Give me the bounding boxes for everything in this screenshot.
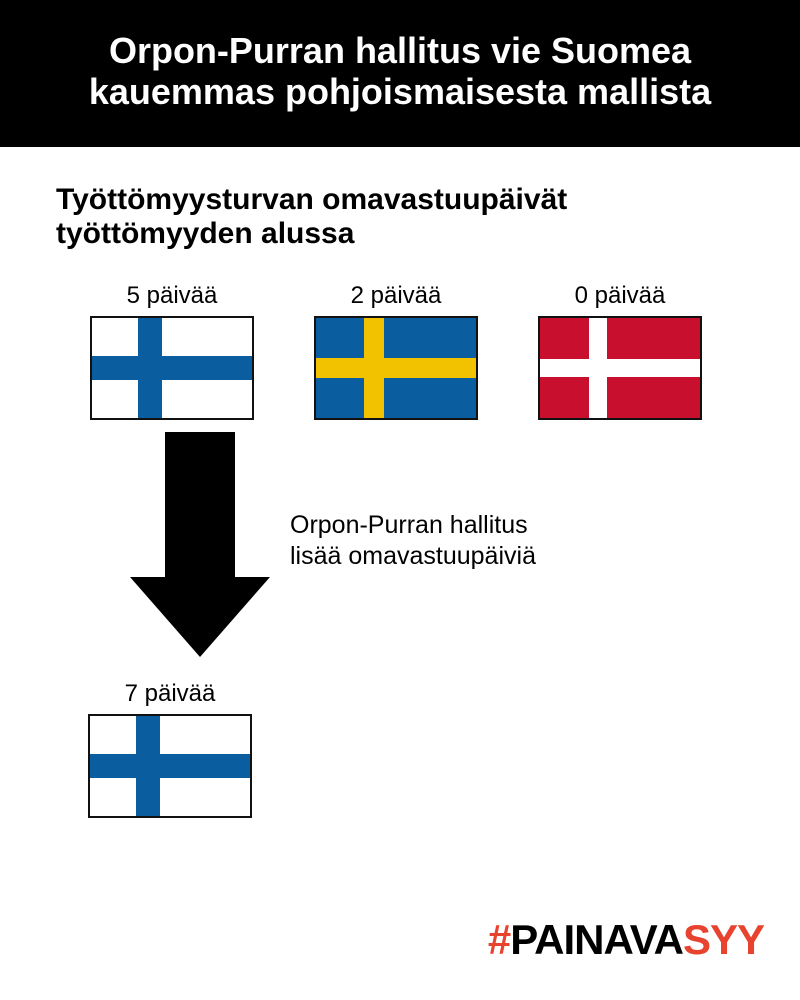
result-label: 7 päivää — [125, 680, 216, 708]
flag-label-sweden: 2 päivää — [351, 282, 442, 310]
result-block: 7 päivää — [0, 680, 800, 818]
hashtag-part1: PAINAVA — [510, 916, 683, 963]
flag-finland — [90, 316, 254, 420]
flag-col-finland: 5 päivää — [90, 282, 254, 420]
arrow-block: Orpon-Purran hallitus lisää omavastuupäi… — [0, 420, 800, 680]
flag-col-denmark: 0 päivää — [538, 282, 702, 420]
down-arrow-icon — [130, 432, 270, 662]
flag-sweden — [314, 316, 478, 420]
flag-col-sweden: 2 päivää — [314, 282, 478, 420]
subtitle-line-1: Työttömyysturvan omavastuupäivät — [56, 183, 744, 218]
arrow-caption: Orpon-Purran hallitus lisää omavastuupäi… — [290, 510, 536, 573]
hashtag-logo: #PAINAVASYY — [488, 916, 764, 964]
finland-flag-icon — [92, 318, 252, 418]
subtitle: Työttömyysturvan omavastuupäivät työttöm… — [0, 147, 800, 262]
flag-label-finland: 5 päivää — [127, 282, 218, 310]
sweden-flag-icon — [316, 318, 476, 418]
flags-row: 5 päivää 2 päivää 0 päivää — [0, 262, 800, 420]
arrow-caption-line-1: Orpon-Purran hallitus — [290, 510, 536, 541]
subtitle-line-2: työttömyyden alussa — [56, 217, 744, 252]
denmark-flag-icon — [540, 318, 700, 418]
header-banner: Orpon-Purran hallitus vie Suomea kauemma… — [0, 0, 800, 147]
hashtag-hash: # — [488, 916, 510, 963]
flag-denmark — [538, 316, 702, 420]
arrow-caption-line-2: lisää omavastuupäiviä — [290, 541, 536, 572]
header-line-2: kauemmas pohjoismaisesta mallista — [40, 71, 760, 112]
finland-flag-icon — [90, 716, 250, 816]
header-line-1: Orpon-Purran hallitus vie Suomea — [40, 30, 760, 71]
flag-label-denmark: 0 päivää — [575, 282, 666, 310]
result-flag-finland — [88, 714, 252, 818]
hashtag-part2: SYY — [683, 916, 764, 963]
